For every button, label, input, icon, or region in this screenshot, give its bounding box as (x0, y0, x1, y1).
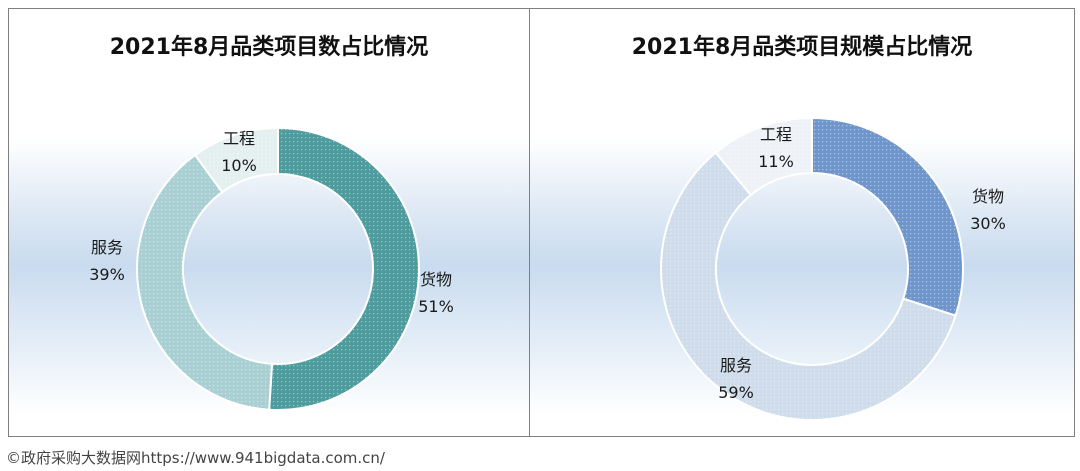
slice-label-1: 服务 (91, 238, 123, 257)
donut-slice-0 (811, 116, 964, 317)
chart-project-scale: 2021年8月品类项目规模占比情况 货物 30% 服务 59% 工程 11% (530, 9, 1074, 436)
divider (529, 9, 530, 436)
slice-label-1: 服务 (720, 356, 752, 375)
donut-chart-scale: 货物 30% 服务 59% 工程 11% (660, 116, 1006, 421)
chart-frame: 2021年8月品类项目数占比情况 货物 51% 服务 39% 工程 10% 2021年8月… (8, 8, 1075, 437)
donut-slice-1 (660, 151, 957, 421)
slice-value-2: 10% (221, 156, 257, 175)
slice-value-0: 51% (418, 297, 454, 316)
slice-value-0: 30% (970, 214, 1006, 233)
slice-value-2: 11% (758, 152, 794, 171)
donut-slice-0 (268, 126, 420, 411)
donut-hole (717, 174, 907, 364)
slice-value-1: 39% (89, 265, 125, 284)
chart-project-count: 2021年8月品类项目数占比情况 货物 51% 服务 39% 工程 10% (9, 9, 529, 436)
slice-label-2: 工程 (760, 125, 792, 144)
donut-slice-2 (193, 126, 279, 194)
slice-value-1: 59% (718, 383, 754, 402)
source-attribution: ©政府采购大数据网https://www.941bigdata.com.cn/ (6, 449, 385, 467)
donut-slice-1 (136, 153, 274, 411)
donut-slice-2 (714, 116, 813, 197)
slice-label-0: 货物 (420, 270, 452, 289)
donut-chart-count: 货物 51% 服务 39% 工程 10% (89, 126, 454, 411)
slice-label-0: 货物 (972, 187, 1004, 206)
donut-hole (184, 175, 372, 363)
chart-title: 2021年8月品类项目数占比情况 (109, 35, 429, 60)
chart-title: 2021年8月品类项目规模占比情况 (631, 35, 973, 60)
slice-label-2: 工程 (223, 129, 255, 148)
